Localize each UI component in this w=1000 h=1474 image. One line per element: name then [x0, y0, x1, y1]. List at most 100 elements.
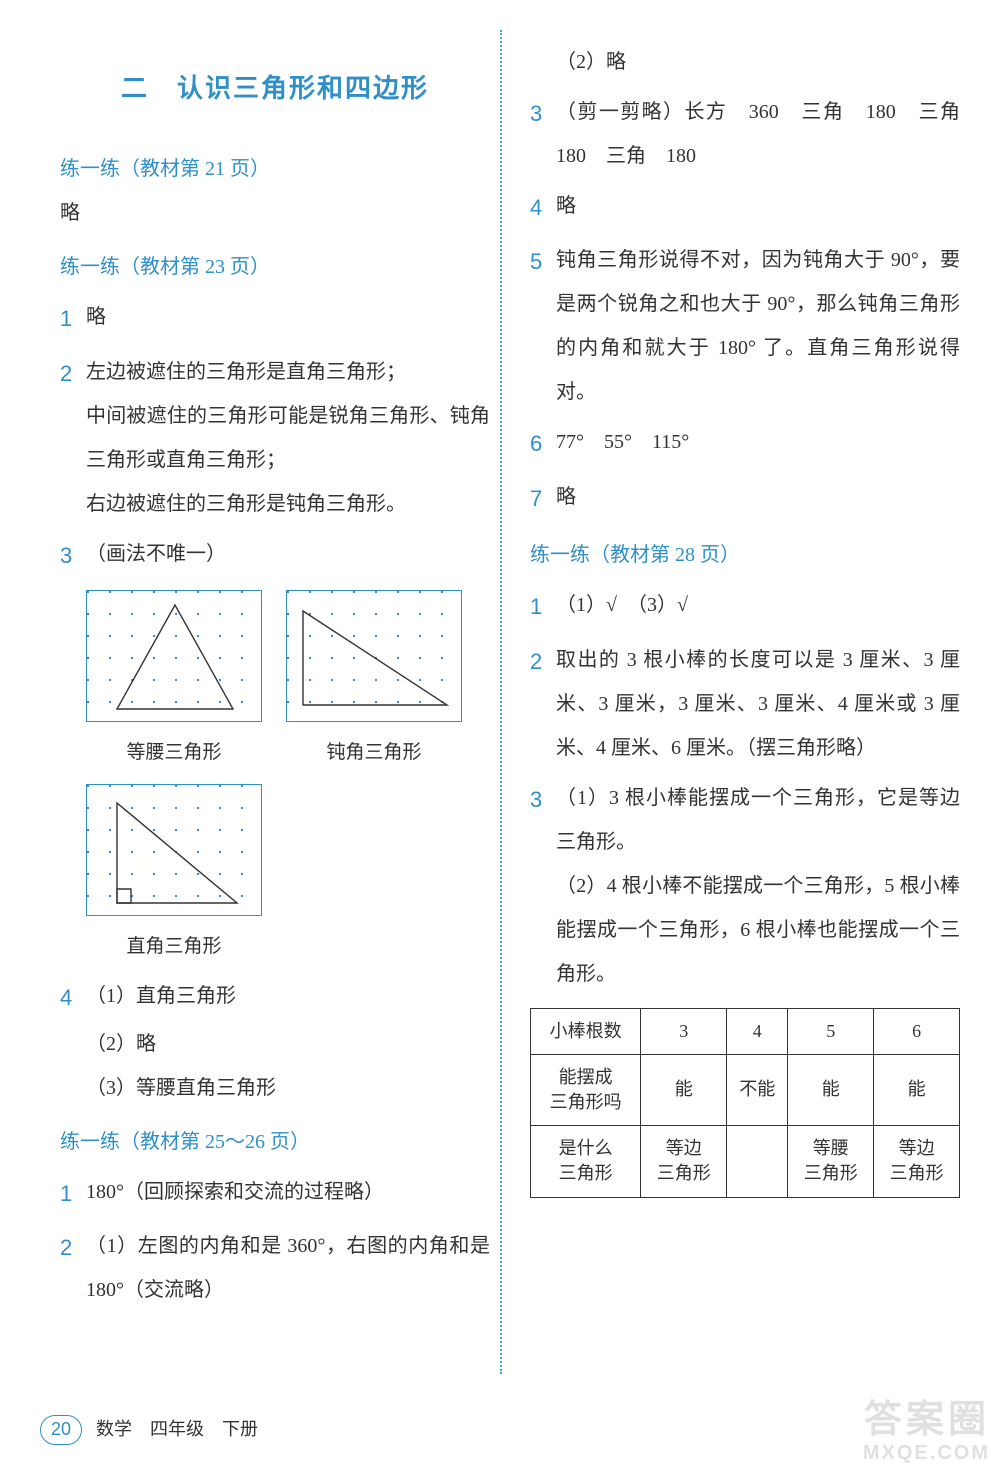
- td: 3: [641, 1008, 727, 1054]
- item-body: （1）√ （3）√: [556, 583, 960, 627]
- p23-q4: 4 （1）直角三角形: [60, 974, 490, 1022]
- th: 小棒根数: [531, 1008, 641, 1054]
- dotgrid: [86, 590, 262, 722]
- triangle-path: [117, 803, 237, 903]
- item-body: 略: [556, 475, 960, 519]
- left-column: 二 认识三角形和四边形 练一练（教材第 21 页） 略 练一练（教材第 23 页…: [60, 40, 490, 1414]
- sticks-table: 小棒根数 3 4 5 6 能摆成 三角形吗 能 不能 能 能 是什么 三角形 等…: [530, 1008, 960, 1198]
- section-head-p23: 练一练（教材第 23 页）: [60, 245, 490, 289]
- item-body: （1）直角三角形: [86, 974, 490, 1018]
- p25-q7: 7 略: [530, 475, 960, 523]
- p21-omit: 略: [60, 191, 490, 235]
- q2-line3: 右边被遮住的三角形是钝角三角形。: [86, 493, 406, 515]
- item-number: 3: [530, 776, 556, 824]
- q3-part1: （1）3 根小棒能摆成一个三角形，它是等边三角形。: [556, 787, 960, 853]
- q4-sub3: （3）等腰直角三角形: [60, 1066, 490, 1110]
- q4-sub2: （2）略: [60, 1022, 490, 1066]
- p25-q4: 4 略: [530, 184, 960, 232]
- right-column: （2）略 3 （剪一剪略）长方 360 三角 180 三角 180 三角 180…: [510, 40, 960, 1414]
- item-number: 4: [530, 184, 556, 232]
- td: 6: [874, 1008, 960, 1054]
- item-number: 1: [530, 583, 556, 631]
- item-body: （剪一剪略）长方 360 三角 180 三角 180 三角 180: [556, 90, 960, 178]
- td: 等腰 三角形: [788, 1126, 874, 1197]
- p25-q3: 3 （剪一剪略）长方 360 三角 180 三角 180 三角 180: [530, 90, 960, 178]
- watermark: 答案圈 MXQE.COM: [863, 1400, 990, 1464]
- item-number: 2: [530, 638, 556, 686]
- figure-row-2: 直角三角形: [60, 784, 490, 968]
- figure-right: 直角三角形: [86, 784, 262, 968]
- item-body: 取出的 3 根小棒的长度可以是 3 厘米、3 厘米、3 厘米，3 厘米、3 厘米…: [556, 638, 960, 770]
- p28-q2: 2 取出的 3 根小棒的长度可以是 3 厘米、3 厘米、3 厘米，3 厘米、3 …: [530, 638, 960, 770]
- q2-line1: 左边被遮住的三角形是直角三角形；: [86, 361, 406, 383]
- p28-q1: 1 （1）√ （3）√: [530, 583, 960, 631]
- td: 等边 三角形: [641, 1126, 727, 1197]
- footer-text: 数学 四年级 下册: [96, 1410, 258, 1450]
- td: 能: [641, 1054, 727, 1125]
- p25-q6: 6 77° 55° 115°: [530, 420, 960, 468]
- figure-label: 直角三角形: [86, 926, 262, 968]
- item-number: 3: [60, 532, 86, 580]
- item-number: 3: [530, 90, 556, 138]
- item-body: 左边被遮住的三角形是直角三角形； 中间被遮住的三角形可能是锐角三角形、钝角三角形…: [86, 350, 490, 526]
- th: 是什么 三角形: [531, 1126, 641, 1197]
- watermark-sub: MXQE.COM: [863, 1442, 990, 1464]
- right-angle-mark: [117, 889, 131, 903]
- column-divider: [500, 30, 502, 1374]
- page-footer: 20 数学 四年级 下册: [40, 1410, 258, 1450]
- table-row: 能摆成 三角形吗 能 不能 能 能: [531, 1054, 960, 1125]
- item-body: 180°（回顾探索和交流的过程略）: [86, 1170, 490, 1214]
- p25-q2: 2 （1）左图的内角和是 360°，右图的内角和是 180°（交流略）: [60, 1224, 490, 1312]
- page-number: 20: [40, 1415, 82, 1445]
- item-body: 77° 55° 115°: [556, 420, 960, 464]
- triangle-path: [117, 605, 233, 709]
- item-number: 1: [60, 1170, 86, 1218]
- figure-label: 等腰三角形: [86, 732, 262, 774]
- item-number: 2: [60, 1224, 86, 1272]
- section-head-p25: 练一练（教材第 25～26 页）: [60, 1120, 490, 1164]
- q3-part2: （2）4 根小棒不能摆成一个三角形，5 根小棒能摆成一个三角形，6 根小棒也能摆…: [556, 875, 960, 985]
- item-body: 略: [556, 184, 960, 228]
- item-body: （1）左图的内角和是 360°，右图的内角和是 180°（交流略）: [86, 1224, 490, 1312]
- item-number: 7: [530, 475, 556, 523]
- item-number: 5: [530, 238, 556, 286]
- p25-q1: 1 180°（回顾探索和交流的过程略）: [60, 1170, 490, 1218]
- watermark-main: 答案圈: [864, 1399, 990, 1441]
- chapter-title: 二 认识三角形和四边形: [60, 60, 490, 117]
- p23-q3: 3 （画法不唯一）: [60, 532, 490, 580]
- item-body: （1）3 根小棒能摆成一个三角形，它是等边三角形。 （2）4 根小棒不能摆成一个…: [556, 776, 960, 996]
- figure-label: 钝角三角形: [286, 732, 462, 774]
- item-number: 2: [60, 350, 86, 398]
- p23-q2: 2 左边被遮住的三角形是直角三角形； 中间被遮住的三角形可能是锐角三角形、钝角三…: [60, 350, 490, 526]
- table: 小棒根数 3 4 5 6 能摆成 三角形吗 能 不能 能 能 是什么 三角形 等…: [530, 1008, 960, 1198]
- figure-obtuse: 钝角三角形: [286, 590, 462, 774]
- section-head-p28: 练一练（教材第 28 页）: [530, 533, 960, 577]
- td: 5: [788, 1008, 874, 1054]
- cont-q2b: （2）略: [530, 40, 960, 84]
- p23-q1: 1 略: [60, 295, 490, 343]
- item-number: 4: [60, 974, 86, 1022]
- q2-line2: 中间被遮住的三角形可能是锐角三角形、钝角三角形或直角三角形；: [86, 405, 490, 471]
- item-body: 略: [86, 295, 490, 339]
- td: 4: [727, 1008, 788, 1054]
- dotgrid: [286, 590, 462, 722]
- section-head-p21: 练一练（教材第 21 页）: [60, 147, 490, 191]
- table-row: 小棒根数 3 4 5 6: [531, 1008, 960, 1054]
- td: [727, 1126, 788, 1197]
- table-row: 是什么 三角形 等边 三角形 等腰 三角形 等边 三角形: [531, 1126, 960, 1197]
- figure-row-1: 等腰三角形 钝角三角形: [60, 590, 490, 774]
- p28-q3: 3 （1）3 根小棒能摆成一个三角形，它是等边三角形。 （2）4 根小棒不能摆成…: [530, 776, 960, 996]
- td: 能: [788, 1054, 874, 1125]
- item-number: 1: [60, 295, 86, 343]
- figure-isosceles: 等腰三角形: [86, 590, 262, 774]
- th: 能摆成 三角形吗: [531, 1054, 641, 1125]
- td: 等边 三角形: [874, 1126, 960, 1197]
- item-body: （画法不唯一）: [86, 532, 490, 576]
- p25-q5: 5 钝角三角形说得不对，因为钝角大于 90°，要是两个锐角之和也大于 90°，那…: [530, 238, 960, 414]
- td: 能: [874, 1054, 960, 1125]
- item-number: 6: [530, 420, 556, 468]
- td: 不能: [727, 1054, 788, 1125]
- triangle-path: [303, 611, 447, 705]
- item-body: 钝角三角形说得不对，因为钝角大于 90°，要是两个锐角之和也大于 90°，那么钝…: [556, 238, 960, 414]
- dotgrid: [86, 784, 262, 916]
